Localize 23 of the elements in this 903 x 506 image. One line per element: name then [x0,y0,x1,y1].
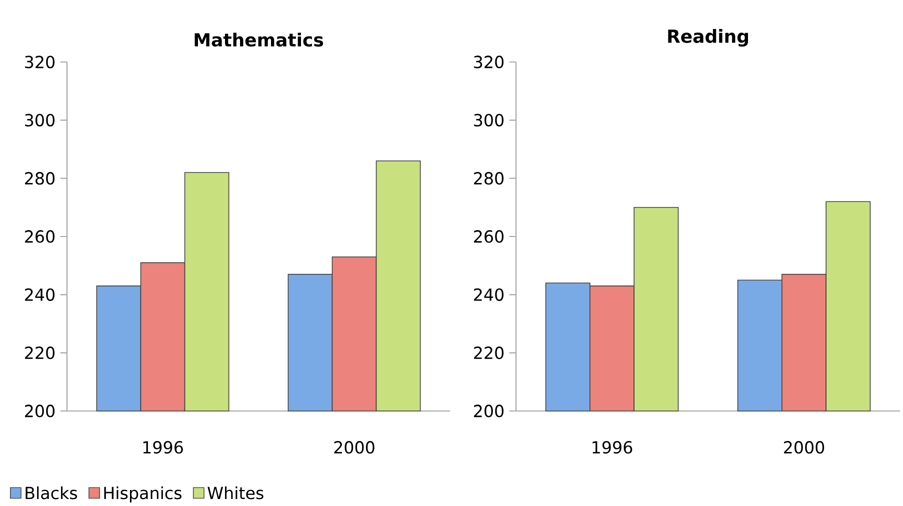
y-tick-label: 280 [25,172,55,184]
legend-label: Hispanics [104,486,182,502]
y-tick-label: 320 [474,56,504,68]
legend-label: Whites [208,486,264,500]
y-tick-label: 260 [474,230,504,243]
x-tick-label: 1996 [143,440,183,454]
y-tick-label: 200 [474,404,504,418]
y-tick-label: 320 [25,56,55,68]
y-tick-label: 200 [25,404,55,418]
chart-title: Mathematics [194,32,324,46]
y-tick-label: 300 [25,114,55,126]
x-tick-label: 1996 [592,440,632,454]
y-tick-label: 260 [25,230,55,243]
y-tick-label: 240 [474,288,504,301]
chart-title: Reading [668,28,748,46]
x-tick-label: 2000 [784,440,824,454]
y-tick-label: 220 [474,346,504,359]
legend-label: Blacks [26,486,78,500]
y-tick-label: 240 [25,288,55,301]
y-tick-label: 220 [25,346,55,359]
x-tick-label: 2000 [334,440,374,454]
y-tick-label: 300 [474,114,504,126]
y-tick-label: 280 [474,172,504,184]
